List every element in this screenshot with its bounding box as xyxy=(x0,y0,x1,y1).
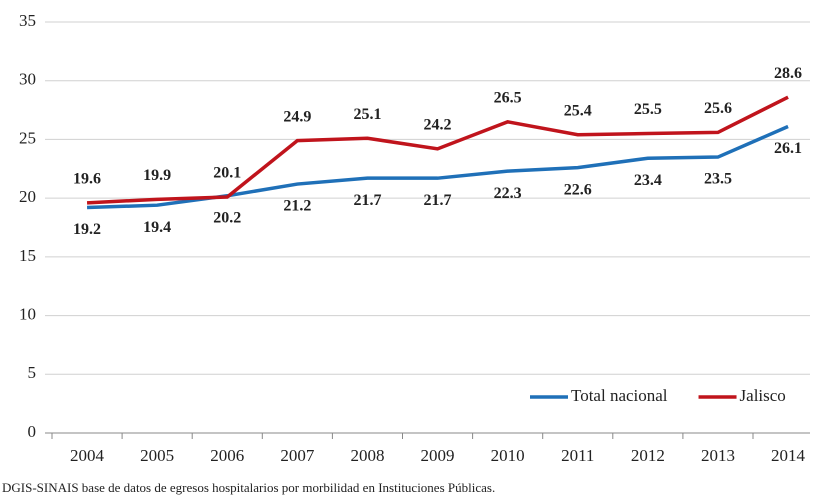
value-label: 28.6 xyxy=(774,65,802,82)
x-tick-label: 2013 xyxy=(701,446,735,465)
value-label: 21.2 xyxy=(283,198,311,215)
value-label: 19.6 xyxy=(73,171,101,188)
y-tick-label: 20 xyxy=(19,187,36,206)
legend-label: Jalisco xyxy=(740,386,786,405)
value-label: 19.9 xyxy=(143,167,171,184)
y-tick-label: 0 xyxy=(28,422,37,441)
value-label: 19.4 xyxy=(143,219,171,236)
value-label: 20.1 xyxy=(213,165,241,182)
y-tick-label: 5 xyxy=(28,363,37,382)
x-tick-label: 2010 xyxy=(491,446,525,465)
value-label: 24.9 xyxy=(283,108,311,125)
value-label: 25.6 xyxy=(704,100,732,117)
value-label: 25.1 xyxy=(353,106,381,123)
value-label: 21.7 xyxy=(353,192,381,209)
x-tick-label: 2014 xyxy=(771,446,806,465)
value-label: 22.6 xyxy=(564,181,592,198)
y-tick-label: 10 xyxy=(19,304,36,323)
y-tick-label: 25 xyxy=(19,128,36,147)
value-label: 19.2 xyxy=(73,221,101,238)
value-label: 20.2 xyxy=(213,209,241,226)
x-tick-label: 2009 xyxy=(421,446,455,465)
value-label: 26.1 xyxy=(774,140,802,157)
x-tick-label: 2005 xyxy=(140,446,174,465)
value-label: 21.7 xyxy=(424,192,452,209)
value-label: 25.4 xyxy=(564,102,592,119)
value-label: 23.4 xyxy=(634,172,662,189)
x-tick-label: 2012 xyxy=(631,446,665,465)
value-label: 22.3 xyxy=(494,185,522,202)
y-tick-label: 35 xyxy=(19,11,36,30)
x-tick-label: 2011 xyxy=(561,446,594,465)
value-label: 26.5 xyxy=(494,89,522,106)
x-tick-label: 2004 xyxy=(70,446,105,465)
line xyxy=(86,95,789,205)
source-note: DGIS-SINAIS base de datos de egresos hos… xyxy=(2,480,495,495)
legend-label: Total nacional xyxy=(571,386,668,405)
value-label: 23.5 xyxy=(704,171,732,188)
value-label: 24.2 xyxy=(424,116,452,133)
value-label: 25.5 xyxy=(634,101,662,118)
x-tick-label: 2007 xyxy=(280,446,315,465)
y-tick-label: 30 xyxy=(19,70,36,89)
x-tick-label: 2006 xyxy=(210,446,244,465)
x-tick-label: 2008 xyxy=(350,446,384,465)
y-tick-label: 15 xyxy=(19,246,36,265)
